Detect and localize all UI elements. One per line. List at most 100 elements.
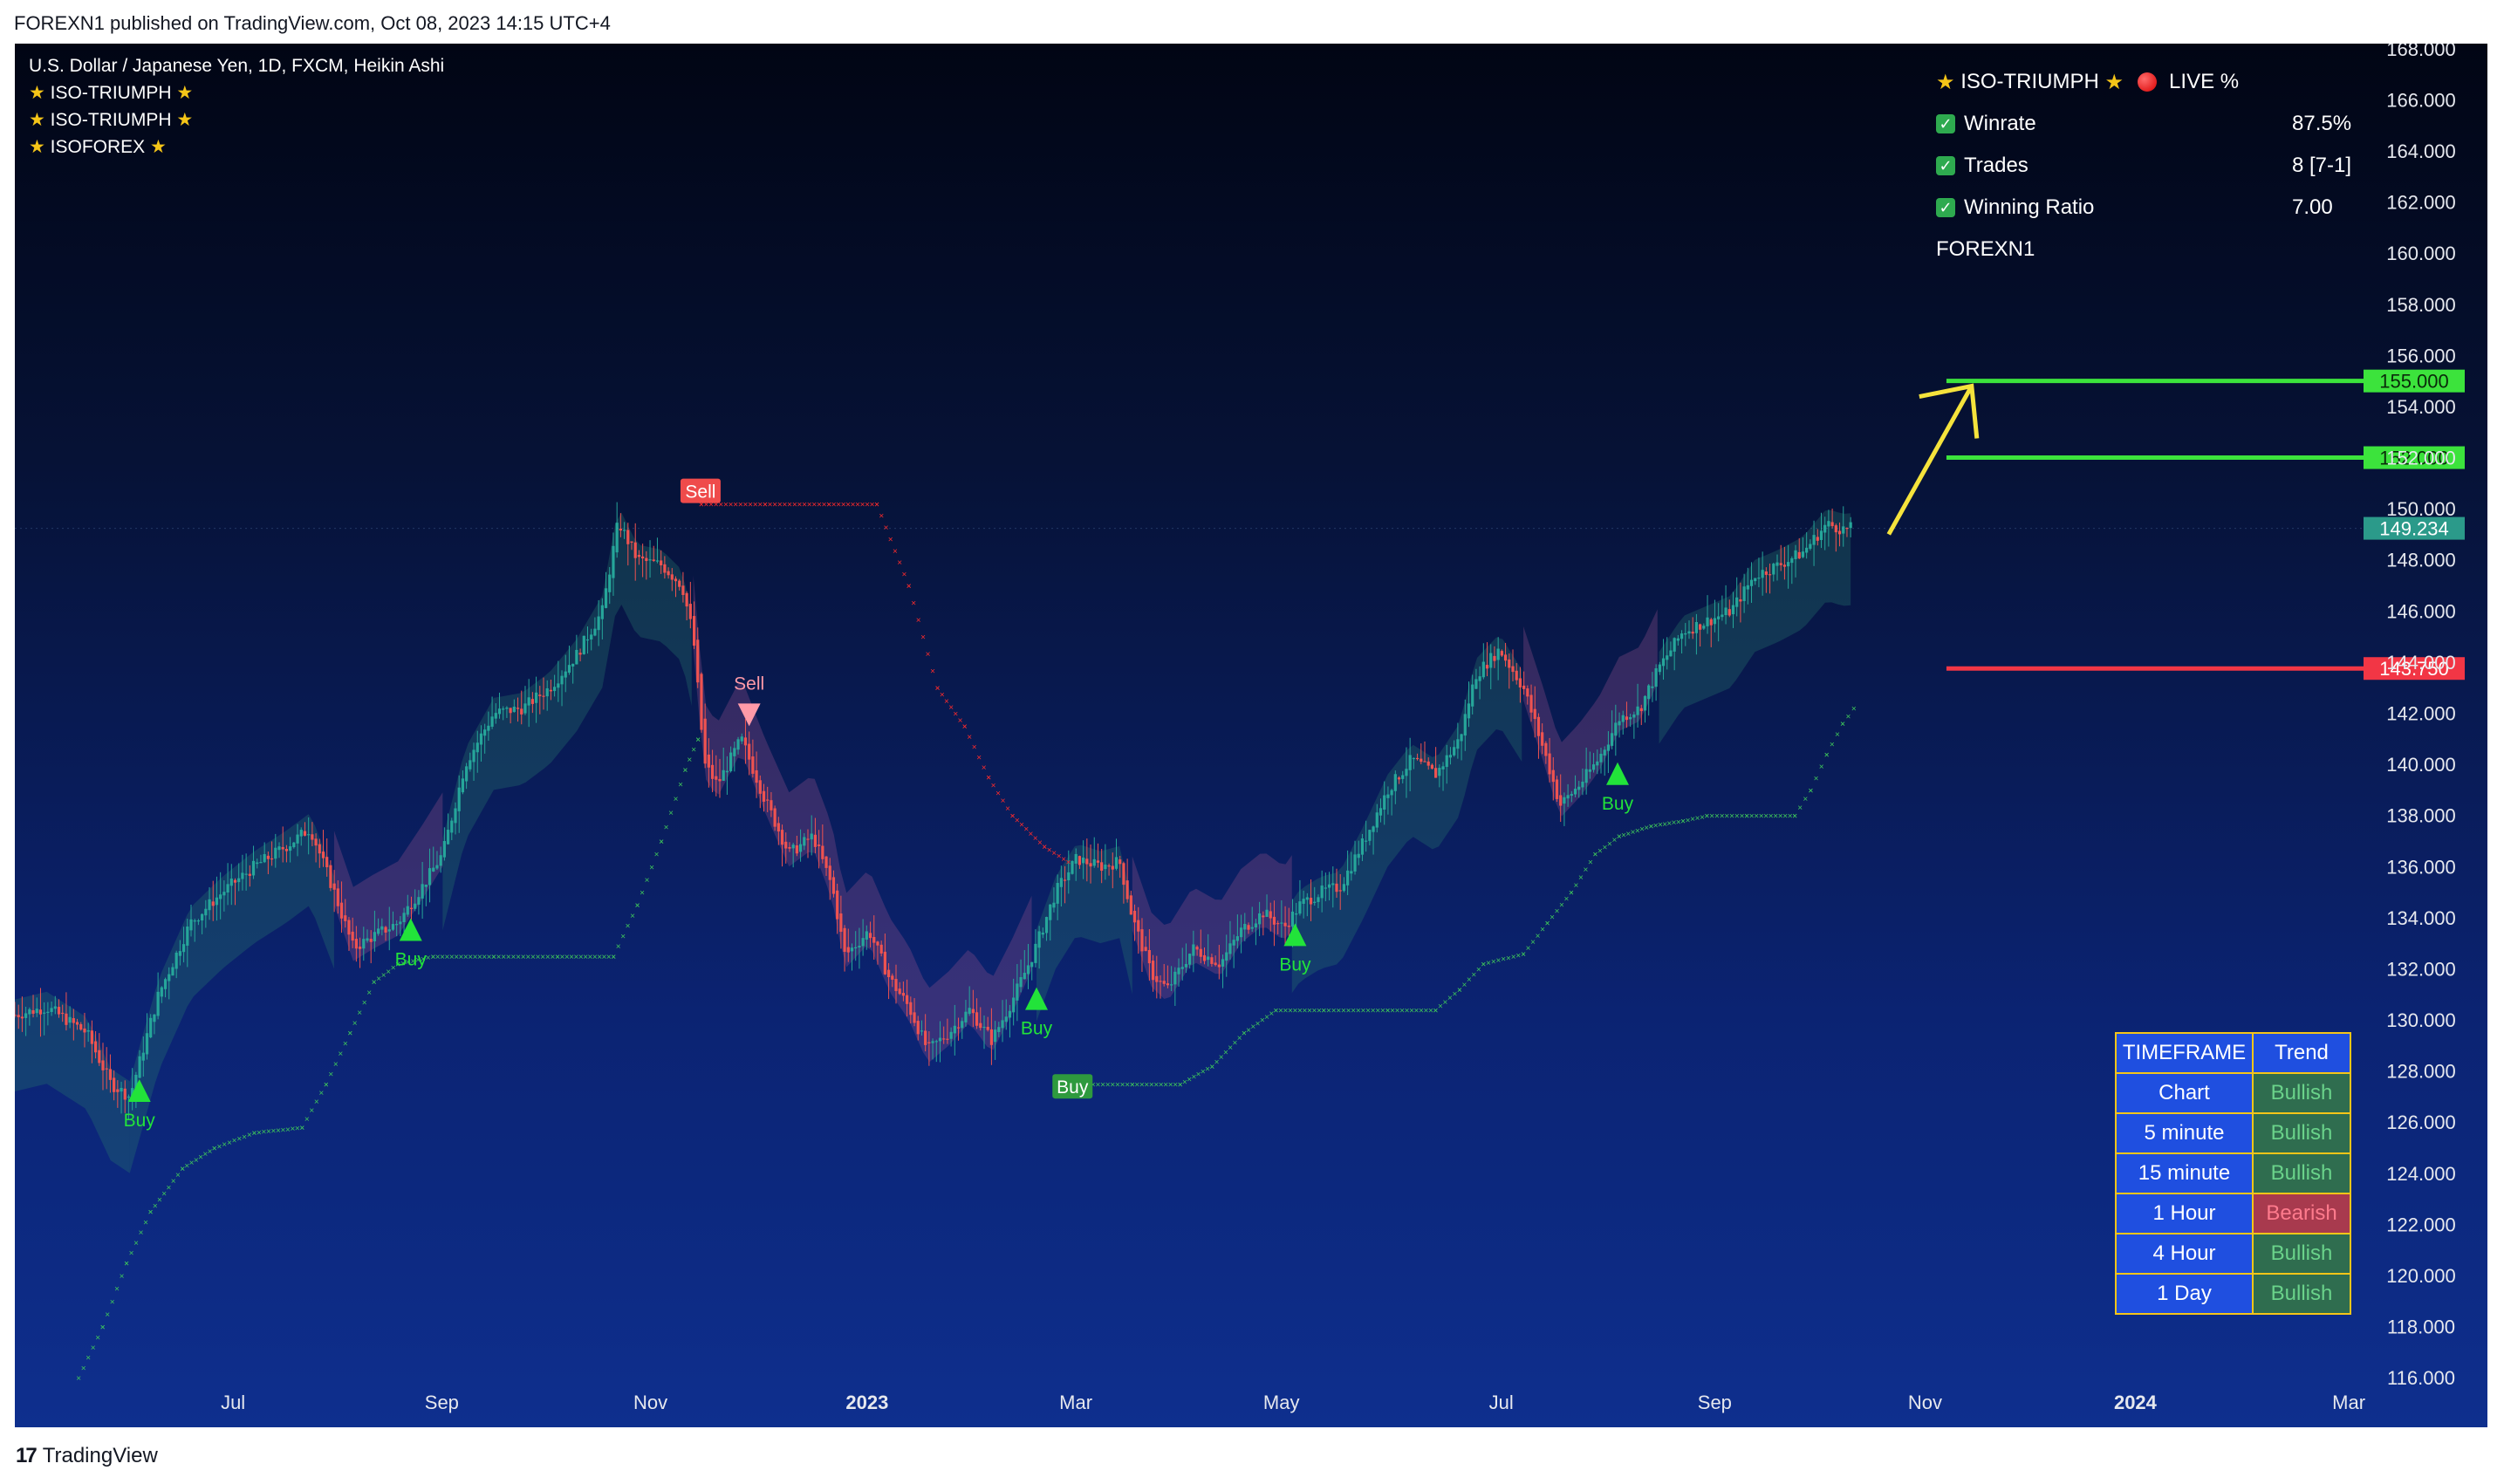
trail-dot: × [1602, 843, 1607, 852]
publish-line: FOREXN1 published on TradingView.com, Oc… [14, 12, 611, 34]
trail-dot: × [184, 1162, 189, 1172]
trail-dot: × [1714, 812, 1720, 822]
trail-dot: × [1578, 873, 1584, 883]
candle-body [1493, 655, 1496, 661]
candle-body [1508, 659, 1511, 668]
trail-dot: × [357, 1009, 362, 1018]
trail-dot: × [347, 1029, 352, 1039]
y-tick-label: 120.000 [2386, 1265, 2456, 1287]
y-tick-label: 142.000 [2386, 703, 2456, 725]
candle-body [1393, 774, 1397, 791]
candle-body [1202, 954, 1207, 961]
trail-dot: × [1274, 1006, 1279, 1016]
candle-body [956, 1027, 961, 1029]
candle-body [226, 884, 229, 893]
trail-dot: × [1336, 1006, 1341, 1016]
symbol-title[interactable]: U.S. Dollar / Japanese Yen, 1D, FXCM, He… [29, 56, 445, 76]
trail-dot: × [1399, 1006, 1405, 1016]
trail-dot: × [110, 1297, 115, 1307]
candle-body [38, 1009, 43, 1015]
candle-body [1611, 733, 1614, 746]
candle-body [633, 542, 637, 558]
current-price-label: 149.234 [2379, 518, 2449, 540]
candle-body [1845, 528, 1849, 530]
candle-body [1797, 551, 1801, 559]
trail-dot: × [180, 1165, 185, 1174]
candle-body [299, 830, 303, 837]
candle-body [1654, 667, 1658, 687]
trail-dot: × [659, 838, 664, 847]
candle-body [1397, 777, 1401, 780]
trail-dot: × [1149, 1080, 1154, 1090]
trail-dot: × [1496, 956, 1502, 966]
trail-dot: × [1744, 812, 1749, 822]
candle-body [1430, 764, 1434, 769]
trail-dot: × [477, 953, 482, 962]
candle-body [509, 708, 512, 714]
trail-dot: × [400, 959, 406, 968]
trail-dot: × [314, 1098, 319, 1107]
trail-dot: × [1317, 1006, 1322, 1016]
chart-area[interactable]: × × × × × × × × × × × × × × × × × × × × × × × × × × × × × × × × × × × × × × × ×… [15, 44, 2487, 1427]
trail-dot: × [1644, 824, 1649, 833]
trail-dot: × [1159, 1080, 1164, 1090]
candle-body [1809, 544, 1812, 549]
trail-dot: × [1228, 1043, 1233, 1053]
candle-body [160, 987, 163, 997]
tradingview-logo[interactable]: 17 TradingView [16, 1444, 158, 1468]
candle-body [1680, 633, 1684, 639]
candle-body [979, 1022, 982, 1029]
indicator-legend-2[interactable]: ★ ISO-TRIUMPH ★ [29, 106, 444, 133]
trail-dot: × [687, 756, 692, 765]
y-tick-label: 168.000 [2386, 44, 2456, 60]
candle-body [1834, 525, 1837, 533]
candle-body [127, 1096, 131, 1098]
y-tick-label: 162.000 [2386, 192, 2456, 214]
trail-dot: × [1237, 1034, 1242, 1043]
trail-dot: × [1375, 1006, 1380, 1016]
candle-body [1742, 586, 1746, 601]
trail-dot: × [574, 953, 579, 962]
candle-body [1643, 695, 1647, 711]
candle-body [1731, 605, 1735, 615]
candle-body [461, 778, 465, 793]
bullish-cloud-segment [1659, 509, 1851, 744]
trail-dot: × [967, 733, 972, 742]
candle-body [715, 776, 718, 780]
candle-body [795, 845, 798, 854]
candle-body [1078, 856, 1082, 865]
candle-body [1056, 883, 1059, 904]
x-tick-label: Mar [1059, 1392, 1092, 1413]
candle-body [891, 975, 894, 980]
candle-body [1272, 916, 1276, 925]
candle-body [1173, 971, 1177, 985]
candle-body [186, 927, 189, 946]
trail-dot: × [372, 978, 377, 988]
candle-body [1426, 761, 1430, 766]
trail-dot: × [426, 954, 431, 963]
trail-dot: × [1346, 1006, 1351, 1016]
trail-dot: × [1042, 843, 1047, 852]
stats-row-trades: ✓ Trades 8 [7-1] [1936, 145, 2390, 187]
price-label-bg [2364, 369, 2465, 393]
trail-dot: × [1588, 858, 1593, 867]
candle-body [1119, 859, 1122, 865]
candle-body [824, 856, 828, 868]
candle-body [1713, 618, 1717, 625]
candle-body [274, 847, 277, 859]
trail-dot: × [501, 953, 506, 962]
indicator-legend-3[interactable]: ★ ISOFOREX ★ [29, 133, 444, 161]
candle-body [813, 834, 818, 847]
candle-body [1111, 865, 1114, 870]
price-chart[interactable]: × × × × × × × × × × × × × × × × × × × × × × × × × × × × × × × × × × × × × × × ×… [15, 44, 2487, 1427]
candle-body [1295, 913, 1298, 915]
trail-dot: × [1219, 1053, 1224, 1063]
candle-body [1768, 574, 1772, 576]
trail-dot: × [1486, 959, 1491, 968]
stat-value: 8 [7-1] [2292, 154, 2352, 177]
trail-dot: × [1385, 1006, 1391, 1016]
candle-body [894, 979, 898, 991]
candle-body [641, 556, 645, 559]
trail-dot: × [410, 957, 415, 967]
indicator-legend-1[interactable]: ★ ISO-TRIUMPH ★ [29, 79, 444, 106]
